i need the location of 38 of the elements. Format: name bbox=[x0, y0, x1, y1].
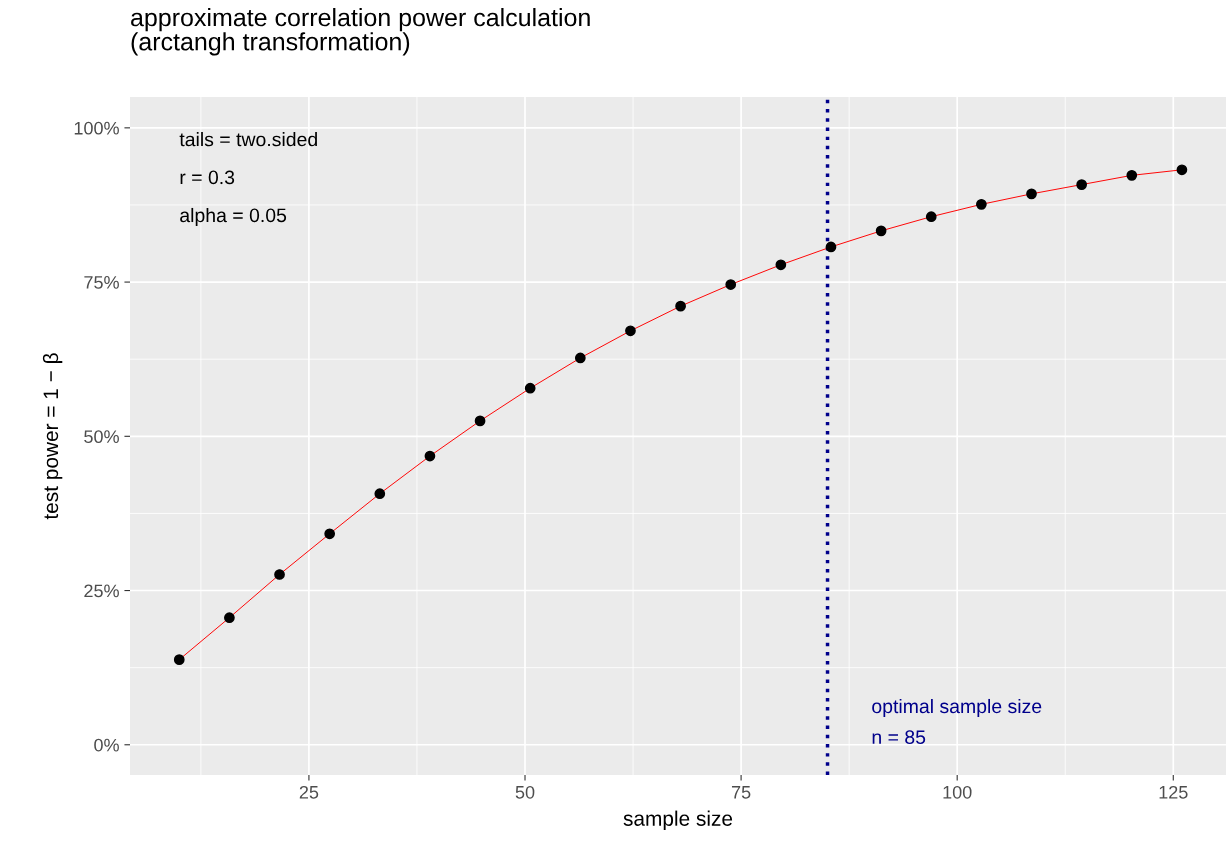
point bbox=[474, 415, 486, 427]
y-tick-label: 75% bbox=[84, 276, 119, 289]
point bbox=[976, 198, 987, 210]
y-axis-title: test power = 1 − β bbox=[42, 353, 63, 520]
point bbox=[1076, 179, 1088, 190]
point bbox=[1176, 164, 1188, 176]
y-tick-label: 50% bbox=[84, 430, 119, 444]
y-tick-label: 100% bbox=[74, 121, 119, 135]
point bbox=[274, 569, 285, 580]
point bbox=[524, 382, 536, 394]
annotation: alpha = 0.05 bbox=[180, 207, 287, 227]
point bbox=[725, 279, 737, 290]
point bbox=[574, 352, 586, 364]
point bbox=[173, 654, 185, 665]
point bbox=[925, 211, 937, 223]
x-tick-label: 125 bbox=[1159, 785, 1188, 799]
chart-title: approximate correlation power calculation (arctangh transformation) bbox=[131, 8, 590, 56]
x-tick-label: 25 bbox=[299, 785, 319, 799]
point bbox=[675, 300, 686, 312]
point bbox=[875, 225, 887, 237]
point bbox=[424, 450, 436, 462]
x-tick-label: 50 bbox=[515, 785, 535, 799]
annotation: r = 0.3 bbox=[180, 170, 235, 185]
point bbox=[374, 488, 386, 500]
point bbox=[775, 259, 787, 271]
x-tick-label: 100 bbox=[943, 785, 972, 799]
point bbox=[625, 325, 636, 337]
x-tick-label: 75 bbox=[731, 786, 751, 799]
point bbox=[1126, 169, 1138, 181]
y-tick-label: 25% bbox=[84, 584, 119, 598]
x-axis-title: sample size bbox=[623, 810, 733, 830]
point bbox=[324, 528, 336, 540]
annotation: tails = two.sided bbox=[179, 132, 317, 147]
point bbox=[825, 241, 837, 253]
point bbox=[224, 612, 235, 624]
y-tick-label: 0% bbox=[94, 738, 119, 752]
point bbox=[1026, 188, 1037, 200]
ref-line-label: optimal sample size n = 85 bbox=[872, 698, 1042, 745]
